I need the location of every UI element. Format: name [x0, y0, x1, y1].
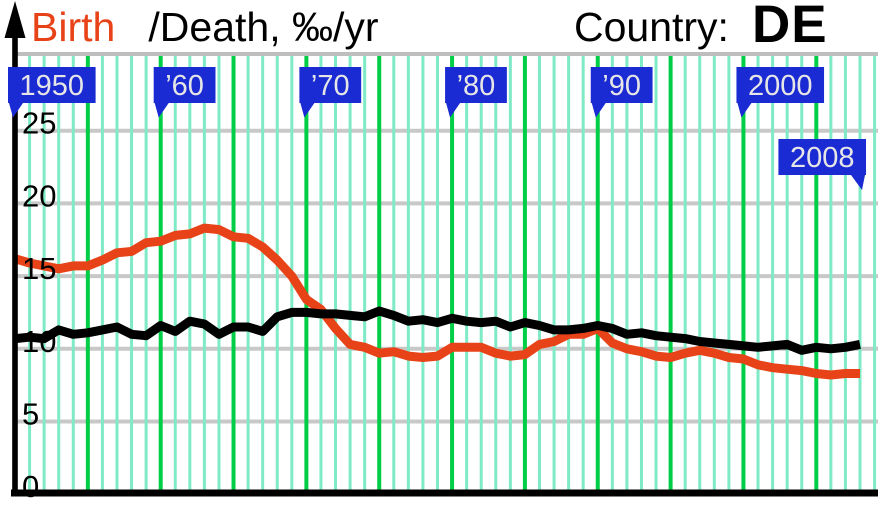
y-axis-line: [12, 30, 18, 496]
plot-top-border: [13, 52, 878, 56]
year-tag-box: [445, 67, 507, 103]
x-axis-line: [11, 489, 878, 497]
chart-title: Birth /Death, ‰/yr Country: DE: [0, 0, 878, 56]
year-tag-box: [736, 67, 825, 103]
y-axis-arrow: [4, 1, 26, 38]
year-tag-box: [153, 67, 216, 103]
death-rate-line: [14, 306, 861, 355]
year-tag-1960: ’60: [153, 67, 216, 118]
year-tag-1950: 1950: [8, 67, 96, 118]
axes: [4, 1, 878, 497]
top-border: [13, 52, 878, 56]
year-tag-label: 1950: [20, 70, 85, 102]
country-code: DE: [752, 0, 828, 54]
year-tag-1970: ’70: [299, 67, 362, 118]
y-tick-label: 25: [22, 106, 56, 141]
country-label: Country:: [574, 4, 729, 50]
year-tag-box: [590, 67, 653, 103]
year-tag-box: [299, 67, 362, 103]
y-tick-label: 5: [22, 397, 39, 432]
birth-rate-polyline: [13, 223, 860, 380]
year-tag-tail: [446, 103, 461, 118]
year-tag-tail: [737, 103, 752, 118]
year-tag-1990: ’90: [590, 67, 653, 118]
title-death-unit: /Death, ‰/yr: [137, 4, 379, 50]
year-tag-label: ’80: [457, 70, 496, 102]
year-tag-box: [778, 139, 867, 175]
year-tag-tail: [9, 103, 23, 118]
year-tag-tail: [591, 103, 606, 118]
v-gridlines: [28, 56, 877, 490]
year-tag-tail: [154, 103, 169, 118]
year-tag-box: [8, 67, 96, 103]
y-tick-labels: 0 5 10 15 20 25: [22, 106, 56, 505]
y-tick-label: 15: [22, 251, 56, 286]
year-tag-label: ’70: [311, 70, 350, 102]
year-tag-tail: [300, 103, 315, 118]
y-tick-label: 10: [22, 324, 56, 359]
year-tags: 1950 ’60 ’70 ’80 ’90 2000 2008: [8, 67, 867, 190]
birth-rate-line: [13, 223, 860, 380]
year-tag-label: ’60: [165, 70, 204, 102]
year-tag-label: 2008: [790, 142, 855, 174]
y-tick-label: 20: [22, 178, 56, 213]
year-tag-2008: 2008: [778, 139, 867, 190]
year-tag-label: ’90: [602, 70, 641, 102]
year-tag-1980: ’80: [445, 67, 507, 118]
year-tag-tail: [851, 175, 866, 190]
year-tag-label: 2000: [748, 70, 813, 102]
title-birth-word: Birth: [31, 4, 116, 50]
year-tag-2000: 2000: [736, 67, 825, 118]
death-rate-polyline: [14, 306, 861, 355]
y-tick-label: 0: [22, 469, 39, 504]
